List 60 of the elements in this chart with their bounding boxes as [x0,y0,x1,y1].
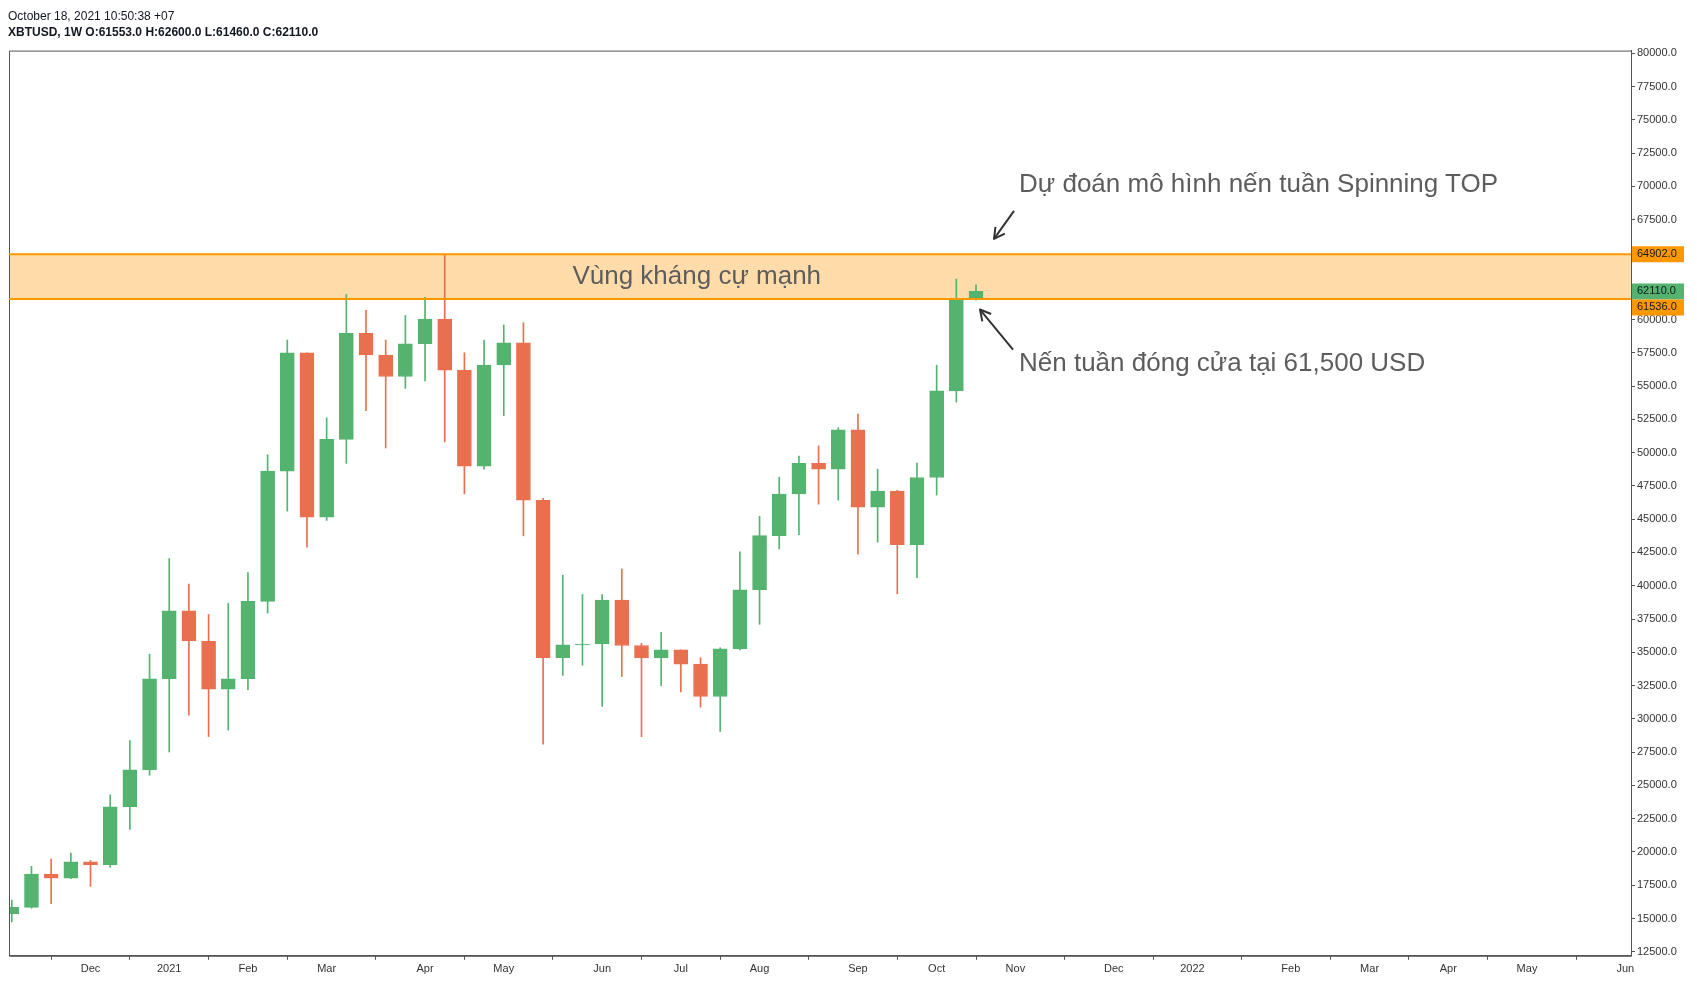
x-tick-label: Aug [749,962,770,975]
y-tick-label: 37500.0 [1637,612,1677,625]
x-tick-label: Jun [593,962,612,975]
x-tick-label: 2021 [156,962,182,975]
candlestick [358,310,374,411]
x-tick-label: Jul [673,962,688,975]
y-tick-label: 57500.0 [1637,345,1677,358]
y-tick-label: 75000.0 [1637,112,1677,125]
y-tick-label: 20000.0 [1637,845,1677,857]
y-tick-label: 60000.0 [1637,312,1677,325]
x-tick-label: 2022 [1180,962,1205,975]
y-tick-label: 67500.0 [1637,212,1677,225]
x-tick-label: Feb [238,962,258,975]
x-tick-label: Dec [80,962,101,975]
y-tick-label: 30000.0 [1637,711,1677,724]
y-tick-label: 42500.0 [1637,545,1677,558]
text: October 18, 2021 10:50:38 +07 [8,8,176,24]
x-tick-label: Apr [1439,962,1458,975]
y-tick-label: 45000.0 [1637,512,1677,525]
y-tick-label: 50000.0 [1637,445,1677,458]
x-tick-label: Oct [928,962,946,975]
y-tick-label: 52500.0 [1637,412,1677,425]
x-tick-label: Jun [1616,962,1635,975]
y-tick-label: 47500.0 [1637,478,1677,491]
x-tick-label: May [493,962,515,975]
candlestick [653,632,669,686]
x-tick-label: Apr [416,962,434,975]
y-tick-label: 27500.0 [1637,745,1677,758]
y-tick-label: 32500.0 [1637,678,1677,691]
y-tick-label: 12500.0 [1637,944,1677,957]
chart-title: XBTUSD, 1W O:61553.0 H:62600.0 L:61460.0 C:62110.0 [8,24,320,40]
annotation: Nến tuần đóng cửa tại 61,500 USD [1019,346,1426,377]
y-tick-label: 35000.0 [1637,645,1677,658]
band-label: Vùng kháng cự mạnh [572,259,822,290]
text: 62110.0 [1637,284,1676,297]
candlestick [181,583,197,716]
candlestick [43,858,59,904]
candlestick [220,602,236,731]
candlestick [378,339,394,449]
x-tick-label: Dec [1103,962,1125,975]
x-tick-label: Mar [317,962,337,975]
y-tick-label: 15000.0 [1637,911,1677,924]
y-tick-label: 80000.0 [1637,46,1677,59]
x-tick-label: Feb [1281,962,1301,975]
candlestick [555,574,571,676]
annotation: Dự đoán mô hình nến tuần Spinning TOP [1019,168,1499,199]
ref-line-label: 64902.0 [1637,247,1677,260]
y-tick-label: 77500.0 [1637,79,1677,92]
y-tick-label: 72500.0 [1637,146,1677,159]
y-tick-label: 55000.0 [1637,379,1677,392]
x-tick-label: May [1516,962,1538,975]
x-tick-label: Sep [848,962,868,975]
x-tick-label: Mar [1360,962,1380,975]
y-tick-label: 25000.0 [1637,778,1677,791]
x-tick-label: Nov [1005,962,1026,975]
y-tick-label: 17500.0 [1637,878,1677,891]
y-tick-label: 70000.0 [1637,179,1677,192]
y-tick-label: 22500.0 [1637,811,1677,824]
y-tick-label: 40000.0 [1637,578,1677,591]
ref-line-label: 61536.0 [1637,300,1677,313]
